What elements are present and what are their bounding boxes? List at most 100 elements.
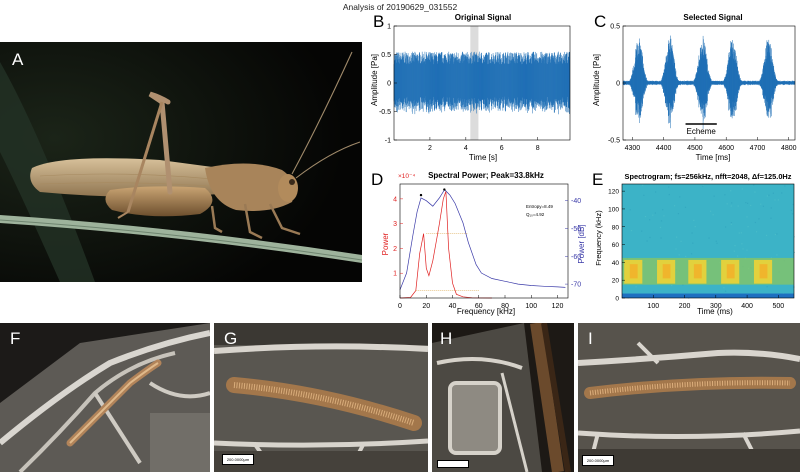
noise-speck <box>750 204 752 207</box>
noise-speck <box>724 194 726 196</box>
x-tick-label: 4400 <box>656 145 672 152</box>
noise-speck <box>772 192 774 194</box>
x-tick-label: 4300 <box>625 145 641 152</box>
noise-speck <box>741 243 743 245</box>
x-tick-label: 0 <box>398 303 402 310</box>
noise-speck <box>642 184 644 186</box>
noise-speck <box>712 214 714 216</box>
panel-h-micrograph <box>432 323 574 472</box>
x-tick-label: 120 <box>552 303 564 310</box>
noise-speck <box>708 237 710 239</box>
noise-speck <box>682 284 684 286</box>
noise-speck <box>766 286 768 288</box>
x-tick-label: 20 <box>422 303 430 310</box>
panel-i-letter: I <box>588 329 593 348</box>
noise-speck <box>754 221 757 224</box>
burst-peak <box>662 264 671 279</box>
y-tick-label: -0.5 <box>379 109 391 116</box>
noise-speck <box>671 284 673 287</box>
signal-trace <box>393 51 570 115</box>
panel-g-letter: G <box>224 329 238 348</box>
noise-speck <box>678 254 680 256</box>
y-left-tick-label: 4 <box>393 196 397 203</box>
noise-speck <box>649 219 651 221</box>
panel-a-letter: A <box>12 50 24 69</box>
noise-speck <box>659 226 662 229</box>
noise-speck <box>630 230 633 232</box>
noise-speck <box>646 240 648 242</box>
noise-speck <box>760 203 762 205</box>
noise-speck <box>774 199 776 201</box>
chart-d-ylabel-left: Power <box>381 232 390 255</box>
low-frequency-strip <box>622 293 794 298</box>
noise-speck <box>733 250 735 252</box>
noise-speck <box>753 184 755 186</box>
y-tick-label: 0.5 <box>610 24 620 31</box>
noise-speck <box>691 232 693 234</box>
plot-frame <box>399 183 569 299</box>
y-tick-label: 0 <box>616 81 620 88</box>
x-tick-label: 8 <box>536 145 540 152</box>
noise-speck <box>730 221 733 224</box>
chart-d-xlabel: Frequency [kHz] <box>457 307 515 316</box>
katydid-illustration <box>0 42 362 282</box>
noise-speck <box>736 255 739 257</box>
y-tick-label: 1 <box>387 24 391 31</box>
noise-speck <box>755 231 758 233</box>
noise-speck <box>679 196 681 198</box>
noise-speck <box>768 194 770 196</box>
noise-speck <box>709 210 712 212</box>
y-right-tick-label: -40 <box>571 198 581 205</box>
noise-speck <box>680 240 682 243</box>
noise-speck <box>660 220 663 222</box>
noise-speck <box>781 192 783 194</box>
noise-speck <box>635 286 637 288</box>
noise-speck <box>730 205 732 207</box>
noise-speck <box>776 254 778 256</box>
noise-speck <box>660 237 662 239</box>
peak-marker <box>419 193 423 197</box>
noise-speck <box>675 248 677 250</box>
noise-speck <box>692 242 694 244</box>
noise-speck <box>723 287 725 289</box>
noise-speck <box>745 202 747 204</box>
selected-signal-trace <box>622 35 796 129</box>
noise-speck <box>663 215 665 217</box>
noise-speck <box>740 232 742 234</box>
noise-speck <box>747 226 749 228</box>
panel-f-micrograph <box>0 323 210 472</box>
panel-e-letter: E <box>592 170 604 189</box>
noise-speck <box>662 209 664 211</box>
noise-speck <box>766 195 769 197</box>
noise-speck <box>726 203 728 205</box>
panel-a-photo <box>0 42 362 282</box>
noise-speck <box>652 214 654 216</box>
chart-e-xlabel: Time (ms) <box>697 307 733 316</box>
noise-speck <box>693 219 695 221</box>
noise-speck <box>690 253 693 255</box>
chart-d-title: Spectral Power; Peak=33.8kHz <box>428 171 544 180</box>
noise-speck <box>747 202 749 204</box>
noise-speck <box>685 255 687 258</box>
x-tick-label: 200 <box>679 303 691 310</box>
noise-speck <box>734 245 736 247</box>
noise-speck <box>746 249 748 251</box>
x-tick-label: 500 <box>773 303 785 310</box>
y-tick-label: 0 <box>387 81 391 88</box>
noise-speck <box>644 215 647 218</box>
burst-peak <box>629 264 638 279</box>
noise-speck <box>792 203 794 206</box>
chart-d-entropy: Entropy=8.49 <box>526 204 553 209</box>
noise-speck <box>730 223 732 225</box>
y-right-tick-label: -50 <box>571 226 581 233</box>
x-tick-label: 80 <box>501 303 509 310</box>
power-db-series-line <box>399 189 566 290</box>
noise-speck <box>643 194 645 196</box>
noise-speck <box>754 191 756 193</box>
chart-c-ylabel: Amplitude [Pa] <box>592 54 601 106</box>
noise-speck <box>716 242 718 244</box>
burst-peak <box>693 264 702 279</box>
noise-speck <box>676 236 678 238</box>
panel-i-scale-bar: 200.0000μm <box>582 455 614 466</box>
x-tick-label: 400 <box>741 303 753 310</box>
